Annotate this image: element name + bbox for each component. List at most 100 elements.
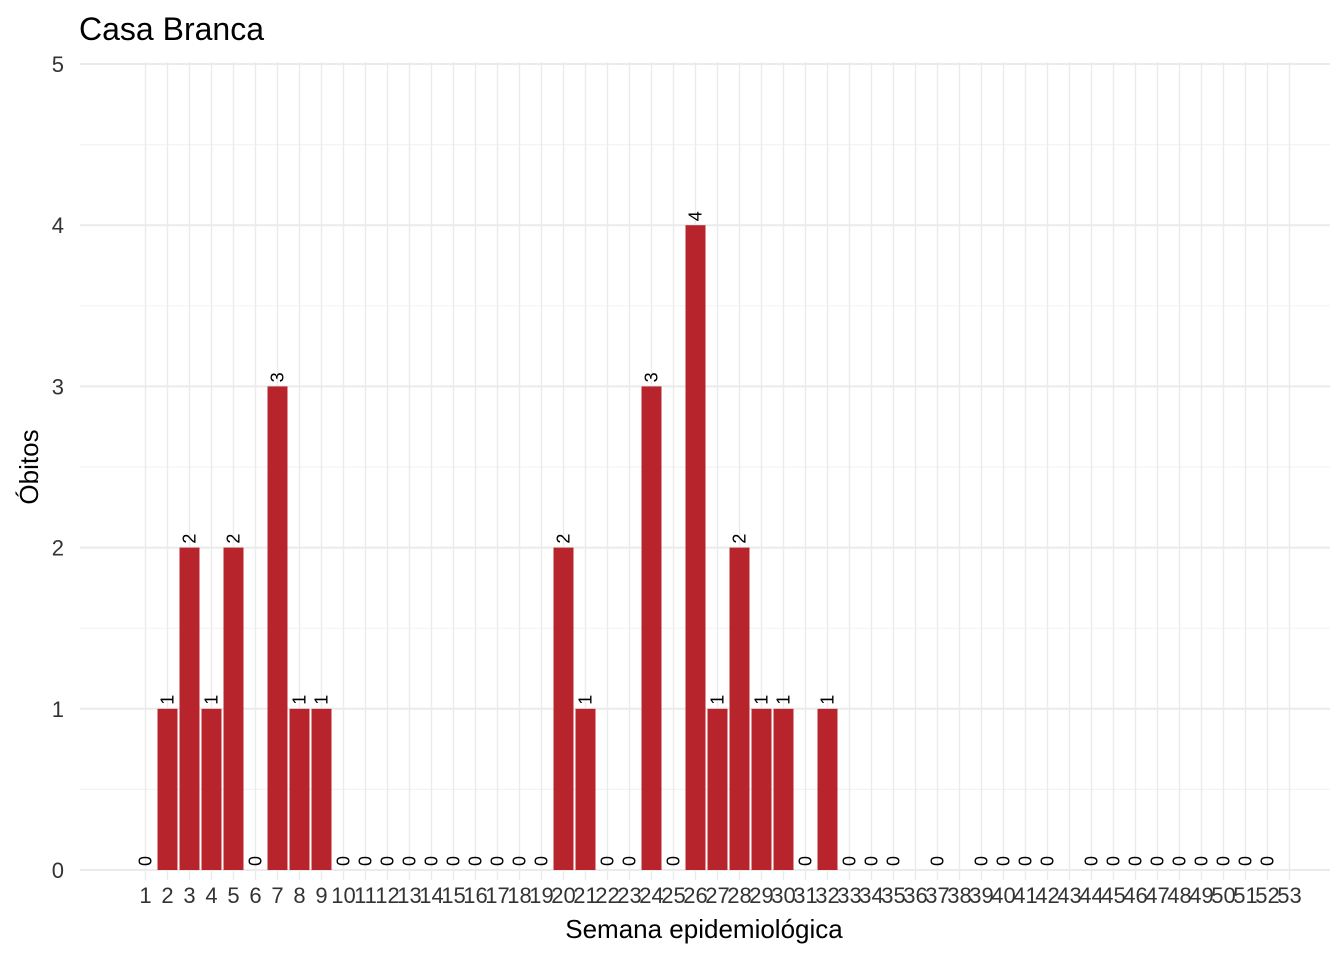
y-tick-label: 3: [52, 374, 64, 399]
bar: [575, 708, 596, 870]
y-tick-label: 1: [52, 697, 64, 722]
x-tick-label: 28: [727, 883, 751, 908]
bar: [751, 708, 772, 870]
data-label: 0: [466, 856, 486, 866]
x-tick-label: 20: [551, 883, 575, 908]
data-label: 0: [928, 856, 948, 866]
bar: [179, 547, 200, 870]
data-label: 3: [268, 372, 288, 382]
x-tick-label: 26: [683, 883, 707, 908]
x-tick-label: 51: [1233, 883, 1257, 908]
data-label: 0: [1170, 856, 1190, 866]
x-tick-label: 21: [573, 883, 597, 908]
data-label: 1: [752, 695, 772, 705]
data-label: 0: [246, 856, 266, 866]
data-label: 1: [708, 695, 728, 705]
y-tick-label: 4: [52, 213, 64, 238]
bar: [311, 708, 332, 870]
x-tick-label: 35: [881, 883, 905, 908]
data-label: 2: [180, 534, 200, 544]
x-tick-label: 13: [397, 883, 421, 908]
x-tick-label: 11: [354, 883, 377, 908]
data-label: 0: [1258, 856, 1278, 866]
x-tick-label: 23: [617, 883, 641, 908]
data-label: 0: [972, 856, 992, 866]
y-axis-ticks: 0 1 2 3 4 5: [52, 52, 64, 883]
x-tick-label: 24: [639, 883, 663, 908]
x-tick-label: 44: [1079, 883, 1103, 908]
x-tick-label: 7: [271, 883, 283, 908]
x-tick-label: 27: [705, 883, 729, 908]
x-tick-label: 22: [595, 883, 619, 908]
x-tick-label: 49: [1189, 883, 1213, 908]
y-tick-label: 5: [52, 52, 64, 77]
x-tick-label: 45: [1101, 883, 1125, 908]
data-label: 0: [796, 856, 816, 866]
data-label: 0: [444, 856, 464, 866]
data-label: 0: [598, 856, 618, 866]
data-label: 0: [400, 856, 420, 866]
x-tick-label: 48: [1167, 883, 1191, 908]
data-label: 0: [1126, 856, 1146, 866]
data-label: 1: [312, 695, 332, 705]
x-tick-label: 32: [815, 883, 839, 908]
data-label: 0: [1082, 856, 1102, 866]
chart-title: Casa Branca: [79, 11, 264, 47]
x-tick-label: 41: [1013, 883, 1037, 908]
x-tick-label: 17: [485, 883, 509, 908]
bar: [707, 708, 728, 870]
x-tick-label: 6: [249, 883, 261, 908]
bar: [289, 708, 310, 870]
data-label: 0: [1038, 856, 1058, 866]
bars: [157, 225, 838, 870]
data-label: 1: [774, 695, 794, 705]
data-label: 0: [840, 856, 860, 866]
x-tick-label: 3: [183, 883, 195, 908]
x-tick-label: 50: [1211, 883, 1235, 908]
data-label: 0: [510, 856, 530, 866]
x-tick-label: 46: [1123, 883, 1147, 908]
x-tick-label: 43: [1057, 883, 1081, 908]
data-label: 4: [686, 211, 706, 221]
x-tick-label: 33: [837, 883, 861, 908]
x-tick-label: 42: [1035, 883, 1059, 908]
x-tick-label: 14: [419, 883, 443, 908]
x-tick-label: 47: [1145, 883, 1169, 908]
data-label: 0: [136, 856, 156, 866]
bar: [223, 547, 244, 870]
x-tick-label: 8: [293, 883, 305, 908]
x-tick-label: 36: [903, 883, 927, 908]
data-label: 0: [1016, 856, 1036, 866]
data-label: 0: [1236, 856, 1256, 866]
x-tick-label: 16: [463, 883, 487, 908]
data-label: 0: [862, 856, 882, 866]
y-axis-title: Óbitos: [14, 429, 44, 504]
data-label: 0: [884, 856, 904, 866]
bar: [267, 386, 288, 870]
data-label: 3: [642, 372, 662, 382]
x-tick-label: 9: [315, 883, 327, 908]
data-label: 0: [620, 856, 640, 866]
data-label: 2: [224, 534, 244, 544]
x-tick-label: 38: [947, 883, 971, 908]
bar: [201, 708, 222, 870]
x-axis-ticks: 1 2 3 4 5 6 7 8 9 1011121314151617181920212223242…: [139, 883, 1301, 908]
x-tick-label: 4: [205, 883, 217, 908]
x-tick-label: 19: [529, 883, 553, 908]
bar: [157, 708, 178, 870]
data-label: 0: [488, 856, 508, 866]
data-label: 0: [1192, 856, 1212, 866]
data-label: 0: [334, 856, 354, 866]
x-tick-label: 39: [969, 883, 993, 908]
x-tick-label: 34: [859, 883, 883, 908]
data-label: 0: [994, 856, 1014, 866]
data-label: 1: [576, 695, 596, 705]
x-tick-label: 40: [991, 883, 1015, 908]
x-axis-title: Semana epidemiológica: [565, 914, 843, 944]
y-tick-label: 0: [52, 858, 64, 883]
x-tick-label: 2: [161, 883, 173, 908]
x-tick-label: 53: [1277, 883, 1301, 908]
data-label: 0: [356, 856, 376, 866]
